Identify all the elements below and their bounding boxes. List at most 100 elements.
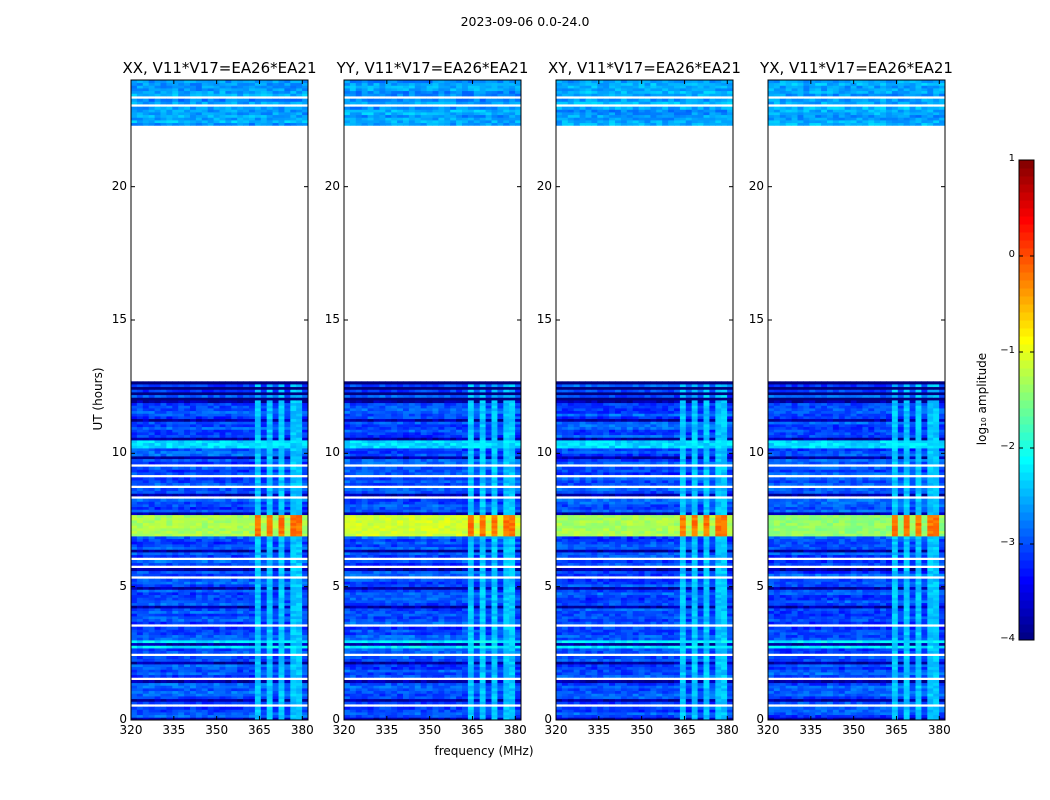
heatmap-cell [355, 709, 363, 713]
heatmap-cell [272, 570, 279, 574]
heatmap-cell [184, 445, 191, 449]
heatmap-cell [361, 698, 368, 702]
heatmap-cell [142, 402, 150, 406]
heatmap-cell [302, 530, 309, 534]
heatmap-cell [160, 413, 167, 417]
heatmap-cell [284, 586, 291, 590]
heatmap-cell [237, 672, 244, 676]
heatmap-cell [237, 717, 244, 721]
heatmap-cell [254, 114, 262, 118]
heatmap-cell [420, 690, 427, 694]
heatmap-cell [491, 650, 498, 654]
heatmap-cell [237, 418, 244, 422]
heatmap-cell [302, 477, 309, 481]
heatmap-cell [184, 626, 191, 630]
heatmap-cell [142, 381, 150, 385]
heatmap-cell [355, 706, 363, 710]
heatmap-cell [237, 546, 244, 550]
heatmap-cell [154, 605, 161, 609]
heatmap-cell [296, 634, 303, 638]
heatmap-cell [131, 706, 138, 710]
heatmap-cell [438, 717, 445, 721]
heatmap-cell [201, 621, 209, 625]
heatmap-cell [485, 674, 492, 678]
heatmap-cell [172, 600, 179, 604]
heatmap-cell [148, 688, 155, 692]
heatmap-cell [136, 648, 144, 652]
heatmap-cell [373, 661, 380, 665]
heatmap-cell [178, 93, 185, 97]
heatmap-cell [207, 394, 214, 398]
heatmap-cell [225, 520, 232, 524]
heatmap-cell [272, 440, 279, 444]
heatmap-cell [260, 533, 268, 537]
heatmap-cell [515, 688, 522, 692]
heatmap-cell [237, 461, 244, 465]
heatmap-cell [184, 584, 191, 588]
heatmap-cell [479, 688, 486, 692]
heatmap-cell [296, 386, 303, 390]
heatmap-cell [166, 664, 173, 668]
heatmap-cell [237, 661, 244, 665]
heatmap-cell [148, 589, 155, 593]
heatmap-cell [190, 509, 197, 513]
heatmap-cell [148, 626, 155, 630]
heatmap-cell [397, 621, 404, 625]
heatmap-cell [160, 98, 167, 102]
heatmap-cell [213, 114, 220, 118]
heatmap-cell [172, 618, 179, 622]
heatmap-cell [201, 490, 209, 494]
heatmap-cell [278, 560, 285, 564]
heatmap-cell [272, 514, 279, 518]
heatmap-cell [260, 666, 268, 670]
heatmap-cell [237, 114, 244, 118]
heatmap-cell [254, 456, 262, 460]
heatmap-cell [201, 706, 209, 710]
heatmap-cell [278, 381, 285, 385]
heatmap-cell [254, 586, 262, 590]
heatmap-cell [420, 642, 427, 646]
heatmap-cell [178, 109, 185, 113]
heatmap-cell [131, 458, 138, 462]
heatmap-cell [237, 392, 244, 396]
heatmap-cell [166, 437, 173, 441]
heatmap-cell [131, 448, 138, 452]
heatmap-cell [272, 106, 279, 110]
heatmap-cell [485, 664, 492, 668]
heatmap-cell [349, 637, 357, 641]
heatmap-cell [207, 482, 214, 486]
heatmap-cell [207, 504, 214, 508]
heatmap-cell [166, 658, 173, 662]
heatmap-cell [172, 712, 179, 716]
heatmap-cell [172, 706, 179, 710]
heatmap-cell [195, 680, 203, 684]
heatmap-cell [284, 560, 291, 564]
heatmap-cell [195, 498, 203, 502]
heatmap-cell [195, 392, 203, 396]
heatmap-cell [462, 650, 469, 654]
heatmap-cell [361, 706, 368, 710]
heatmap-cell [201, 434, 209, 438]
heatmap-cell [184, 400, 191, 404]
heatmap-cell [497, 693, 504, 697]
heatmap-cell [195, 600, 203, 604]
heatmap-cell [195, 712, 203, 716]
heatmap-cell [166, 640, 173, 644]
heatmap-cell [278, 440, 285, 444]
heatmap-cell [379, 698, 386, 702]
heatmap-cell [249, 458, 256, 462]
heatmap-cell [213, 554, 220, 558]
heatmap-cell [184, 384, 191, 388]
heatmap-cell [479, 648, 486, 652]
heatmap-cell [201, 552, 209, 556]
heatmap-cell [213, 98, 220, 102]
heatmap-cell [349, 698, 357, 702]
heatmap-cell [225, 709, 232, 713]
heatmap-cell [284, 437, 291, 441]
heatmap-cell [148, 658, 155, 662]
heatmap-cell [266, 88, 273, 92]
heatmap-cell [136, 517, 144, 521]
heatmap-cell [160, 445, 167, 449]
heatmap-cell [178, 560, 185, 564]
heatmap-cell [278, 402, 285, 406]
